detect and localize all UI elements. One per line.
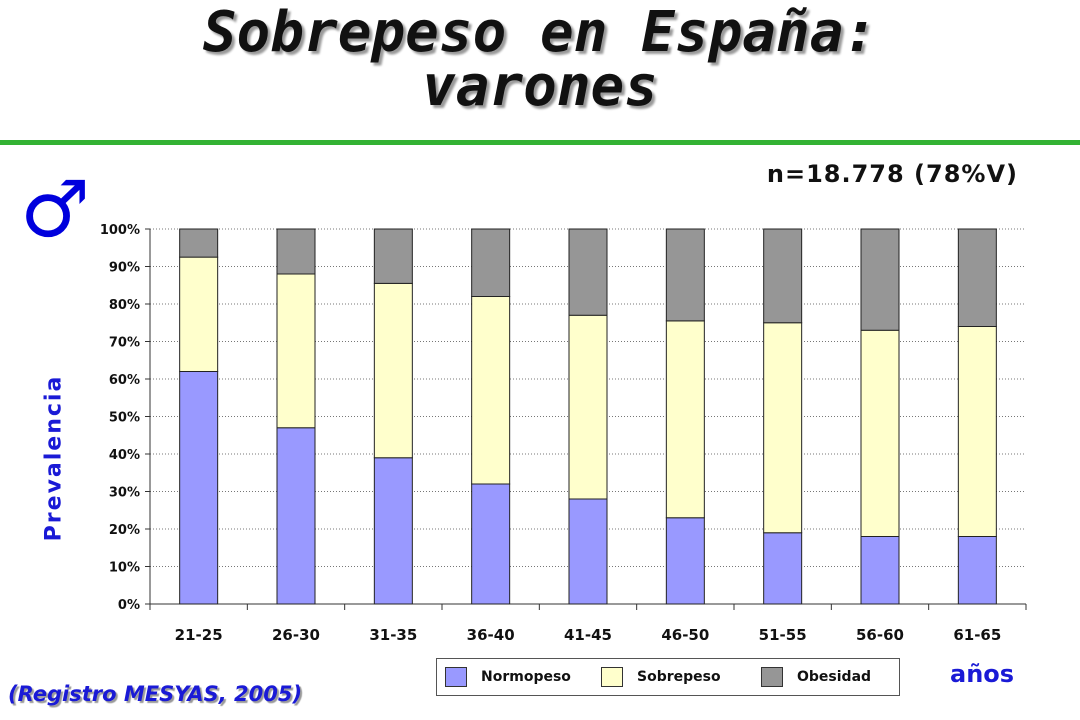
bar-obesidad-46-50 — [665, 228, 705, 322]
legend-item-normopeso: Normopeso — [445, 667, 571, 687]
bar-normopeso-21-25 — [179, 371, 219, 605]
legend-label-sobrepeso: Sobrepeso — [637, 669, 721, 685]
legend-item-sobrepeso: Sobrepeso — [601, 667, 721, 687]
bar-obesidad-51-55 — [763, 228, 803, 324]
y-tick-label: 0% — [118, 598, 140, 613]
y-tick-label: 10% — [109, 561, 140, 576]
y-tick-label: 70% — [109, 336, 140, 351]
legend-label-obesidad: Obesidad — [797, 669, 872, 685]
bar-obesidad-56-60 — [860, 228, 900, 331]
bar-normopeso-41-45 — [568, 498, 608, 605]
page-title: Sobrepeso en España: varones — [0, 0, 1080, 119]
y-tick-label: 100% — [100, 223, 140, 238]
x-tick-label: 26-30 — [272, 626, 320, 644]
chart-legend: Normopeso Sobrepeso Obesidad — [436, 658, 900, 696]
bar-sobrepeso-26-30 — [276, 273, 316, 429]
y-tick-label: 60% — [109, 373, 140, 388]
y-tick-label: 90% — [109, 261, 140, 276]
y-tick-label: 50% — [109, 411, 140, 426]
legend-swatch-sobrepeso — [601, 667, 623, 687]
bar-obesidad-21-25 — [179, 228, 219, 258]
x-tick-label: 61-65 — [953, 626, 1001, 644]
bar-sobrepeso-21-25 — [179, 256, 219, 372]
bar-sobrepeso-41-45 — [568, 314, 608, 500]
x-axis-title: años — [950, 660, 1015, 688]
bar-sobrepeso-51-55 — [763, 322, 803, 534]
title-line-2: varones — [421, 54, 658, 119]
y-tick-label: 40% — [109, 448, 140, 463]
bar-normopeso-46-50 — [665, 517, 705, 605]
x-tick-label: 41-45 — [564, 626, 612, 644]
title-line-1: Sobrepeso en España: — [202, 0, 878, 65]
y-tick-label: 30% — [109, 486, 140, 501]
bar-normopeso-31-35 — [373, 457, 413, 605]
bar-obesidad-41-45 — [568, 228, 608, 316]
sample-size-label: n=18.778 (78%V) — [766, 160, 1018, 188]
bar-normopeso-36-40 — [471, 483, 511, 605]
x-tick-label: 46-50 — [661, 626, 709, 644]
bar-normopeso-26-30 — [276, 427, 316, 605]
bar-normopeso-51-55 — [763, 532, 803, 605]
title-divider — [0, 140, 1080, 145]
legend-item-obesidad: Obesidad — [761, 667, 871, 687]
y-tick-label: 20% — [109, 523, 140, 538]
bar-normopeso-61-65 — [957, 536, 997, 605]
bar-obesidad-31-35 — [373, 228, 413, 284]
x-tick-label: 51-55 — [759, 626, 807, 644]
legend-label-normopeso: Normopeso — [481, 669, 571, 685]
y-tick-label: 80% — [109, 298, 140, 313]
x-tick-label: 36-40 — [467, 626, 515, 644]
male-symbol-icon: ♂ — [20, 165, 90, 255]
bar-sobrepeso-36-40 — [471, 296, 511, 485]
bar-normopeso-56-60 — [860, 536, 900, 605]
source-citation: (Registro MESYAS, 2005) — [8, 682, 303, 706]
bar-obesidad-61-65 — [957, 228, 997, 327]
bar-sobrepeso-61-65 — [957, 326, 997, 537]
legend-swatch-normopeso — [445, 667, 467, 687]
x-tick-label: 31-35 — [369, 626, 417, 644]
bar-sobrepeso-56-60 — [860, 329, 900, 537]
legend-swatch-obesidad — [761, 667, 783, 687]
bar-sobrepeso-46-50 — [665, 320, 705, 519]
x-tick-label: 56-60 — [856, 626, 904, 644]
bar-obesidad-26-30 — [276, 228, 316, 275]
x-tick-label: 21-25 — [175, 626, 223, 644]
bar-obesidad-36-40 — [471, 228, 511, 297]
bar-sobrepeso-31-35 — [373, 282, 413, 459]
